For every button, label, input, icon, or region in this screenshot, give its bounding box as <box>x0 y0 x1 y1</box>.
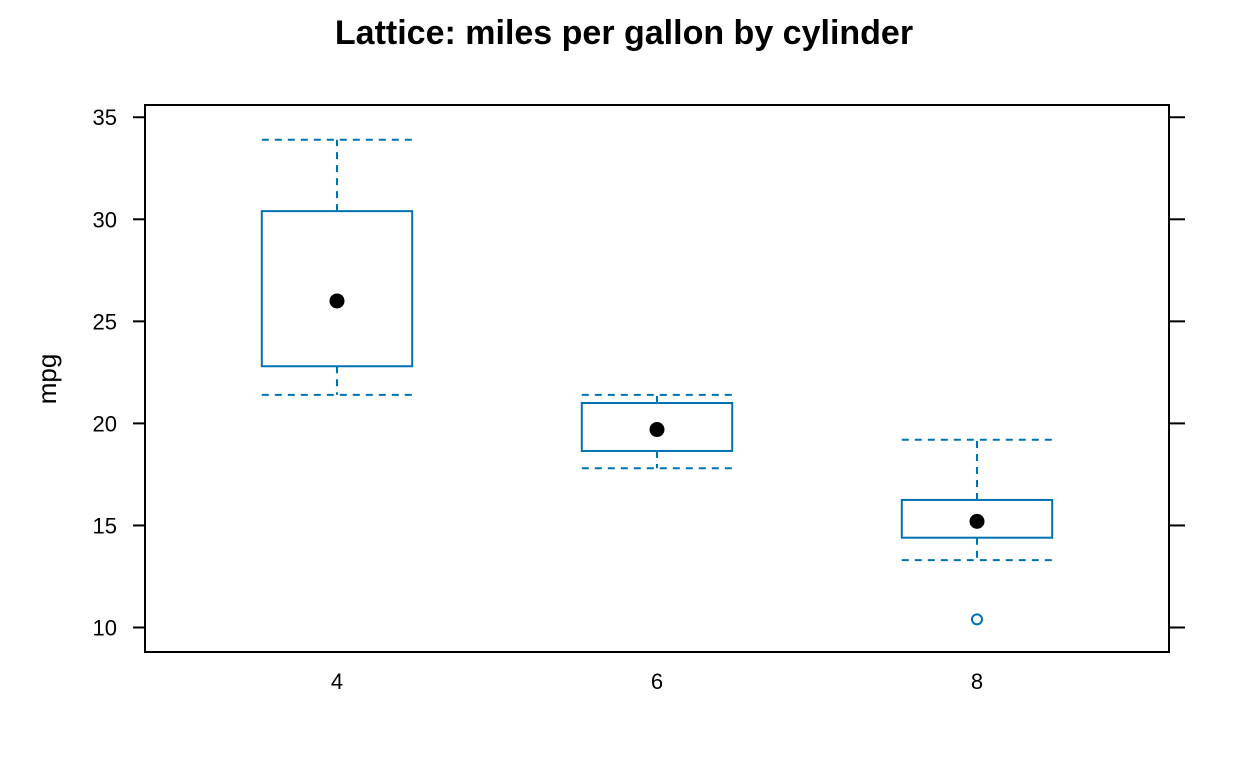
y-tick-label: 25 <box>93 309 117 334</box>
box-4 <box>260 138 414 396</box>
median-dot <box>649 422 665 438</box>
y-tick-label: 30 <box>93 207 117 232</box>
box-8 <box>900 438 1054 626</box>
box-iqr <box>260 210 414 368</box>
outlier-point <box>971 613 983 626</box>
y-tick-label: 35 <box>93 105 117 130</box>
median-dot <box>969 513 985 529</box>
x-tick-label: 6 <box>651 669 663 694</box>
median-dot <box>329 293 345 309</box>
y-axis-title: mpg <box>32 354 62 405</box>
y-tick-label: 10 <box>93 616 117 641</box>
y-tick-label: 20 <box>93 411 117 436</box>
y-tick-label: 15 <box>93 513 117 538</box>
box-plots <box>260 138 1054 626</box>
chart-title: Lattice: miles per gallon by cylinder <box>335 14 913 52</box>
plot-frame <box>144 104 1170 653</box>
x-tick-label: 4 <box>331 669 343 694</box>
y-axis-ticks: 10 15 20 25 30 35 <box>93 105 1185 641</box>
box-6 <box>580 393 734 470</box>
x-axis-ticks: 4 6 8 <box>331 669 983 694</box>
x-tick-label: 8 <box>971 669 983 694</box>
